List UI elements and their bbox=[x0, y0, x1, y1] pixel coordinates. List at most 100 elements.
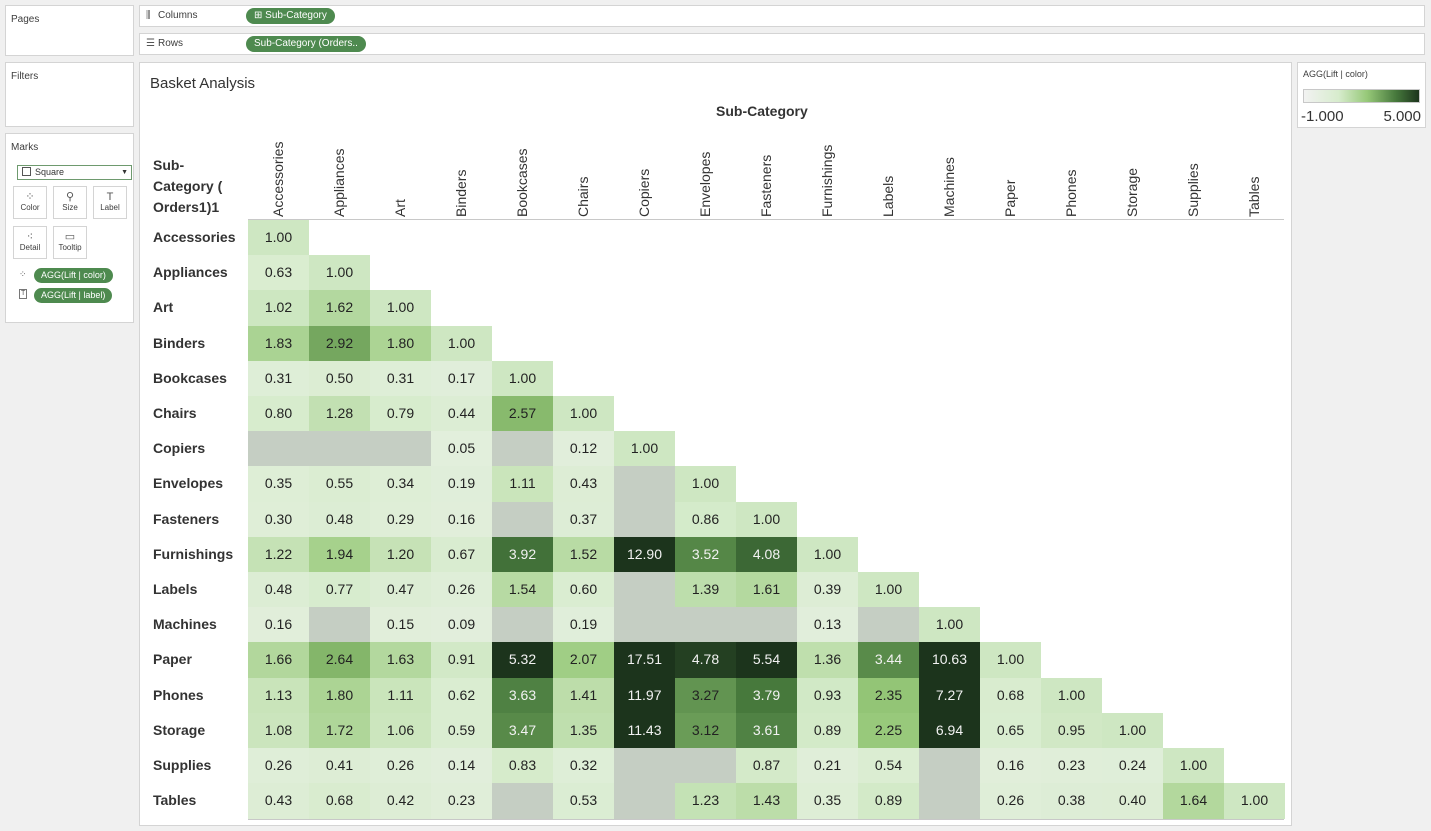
heatmap-cell[interactable]: 1.35 bbox=[553, 712, 614, 749]
heatmap-cell[interactable]: 0.38 bbox=[1041, 783, 1102, 820]
heatmap-cell[interactable]: 0.23 bbox=[431, 783, 492, 820]
heatmap-cell[interactable] bbox=[492, 501, 553, 538]
heatmap-cell[interactable]: 0.31 bbox=[248, 360, 309, 397]
heatmap-cell[interactable]: 3.92 bbox=[492, 536, 553, 573]
heatmap-cell[interactable]: 1.63 bbox=[370, 642, 431, 679]
label-field-pill[interactable]: AGG(Lift | label) bbox=[34, 288, 113, 303]
heatmap-cell[interactable]: 0.23 bbox=[1041, 748, 1102, 784]
heatmap-cell[interactable]: 1.23 bbox=[675, 783, 736, 820]
color-field-pill[interactable]: AGG(Lift | color) bbox=[34, 268, 113, 283]
tooltip-button[interactable]: ▭ Tooltip bbox=[53, 226, 87, 259]
heatmap-cell[interactable]: 1.36 bbox=[797, 642, 858, 679]
heatmap-cell[interactable] bbox=[614, 572, 675, 608]
heatmap-cell[interactable]: 2.25 bbox=[858, 712, 919, 749]
heatmap-cell[interactable]: 0.21 bbox=[797, 748, 858, 784]
heatmap-cell[interactable]: 0.67 bbox=[431, 536, 492, 573]
heatmap-cell[interactable]: 0.60 bbox=[553, 572, 614, 608]
heatmap-cell[interactable] bbox=[309, 607, 370, 644]
heatmap-cell[interactable]: 2.57 bbox=[492, 396, 553, 432]
heatmap-cell[interactable]: 1.11 bbox=[492, 466, 553, 503]
heatmap-cell[interactable]: 1.06 bbox=[370, 712, 431, 749]
heatmap-cell[interactable] bbox=[614, 607, 675, 644]
heatmap-cell[interactable]: 11.43 bbox=[614, 712, 675, 749]
heatmap-cell[interactable]: 4.08 bbox=[736, 536, 797, 573]
heatmap-cell[interactable]: 0.48 bbox=[248, 572, 309, 608]
heatmap-cell[interactable]: 0.77 bbox=[309, 572, 370, 608]
heatmap-cell[interactable]: 0.26 bbox=[370, 748, 431, 784]
heatmap-cell[interactable]: 1.62 bbox=[309, 290, 370, 327]
heatmap-cell[interactable]: 3.52 bbox=[675, 536, 736, 573]
heatmap-cell[interactable]: 11.97 bbox=[614, 677, 675, 714]
heatmap-cell[interactable]: 0.68 bbox=[309, 783, 370, 820]
heatmap-cell[interactable]: 1.72 bbox=[309, 712, 370, 749]
heatmap-cell[interactable]: 1.80 bbox=[309, 677, 370, 714]
heatmap-cell[interactable]: 1.00 bbox=[1163, 748, 1224, 784]
heatmap-cell[interactable]: 0.24 bbox=[1102, 748, 1163, 784]
size-button[interactable]: ⚲ Size bbox=[53, 186, 87, 219]
heatmap-cell[interactable]: 1.54 bbox=[492, 572, 553, 608]
heatmap-cell[interactable]: 1.00 bbox=[370, 290, 431, 327]
heatmap-cell[interactable]: 1.00 bbox=[553, 396, 614, 432]
heatmap-cell[interactable]: 2.07 bbox=[553, 642, 614, 679]
heatmap-cell[interactable]: 1.00 bbox=[675, 466, 736, 503]
heatmap-cell[interactable]: 0.65 bbox=[980, 712, 1041, 749]
heatmap-cell[interactable]: 0.95 bbox=[1041, 712, 1102, 749]
heatmap-cell[interactable]: 0.19 bbox=[553, 607, 614, 644]
heatmap-cell[interactable]: 0.53 bbox=[553, 783, 614, 820]
heatmap-cell[interactable] bbox=[309, 431, 370, 468]
heatmap-cell[interactable]: 0.91 bbox=[431, 642, 492, 679]
heatmap-cell[interactable]: 0.40 bbox=[1102, 783, 1163, 820]
heatmap-cell[interactable] bbox=[614, 748, 675, 784]
heatmap-cell[interactable]: 0.31 bbox=[370, 360, 431, 397]
heatmap-cell[interactable]: 0.89 bbox=[797, 712, 858, 749]
heatmap-cell[interactable]: 0.83 bbox=[492, 748, 553, 784]
heatmap-cell[interactable]: 0.32 bbox=[553, 748, 614, 784]
heatmap-cell[interactable]: 1.28 bbox=[309, 396, 370, 432]
heatmap-cell[interactable]: 2.92 bbox=[309, 325, 370, 362]
heatmap-cell[interactable]: 3.63 bbox=[492, 677, 553, 714]
color-button[interactable]: ⁘ Color bbox=[13, 186, 47, 219]
heatmap-cell[interactable]: 0.14 bbox=[431, 748, 492, 784]
heatmap-cell[interactable]: 0.16 bbox=[431, 501, 492, 538]
heatmap-cell[interactable]: 7.27 bbox=[919, 677, 980, 714]
heatmap-cell[interactable]: 1.22 bbox=[248, 536, 309, 573]
heatmap-cell[interactable]: 0.59 bbox=[431, 712, 492, 749]
heatmap-cell[interactable]: 1.39 bbox=[675, 572, 736, 608]
heatmap-cell[interactable]: 1.00 bbox=[858, 572, 919, 608]
heatmap-cell[interactable] bbox=[736, 607, 797, 644]
heatmap-cell[interactable]: 1.00 bbox=[980, 642, 1041, 679]
heatmap-cell[interactable]: 0.12 bbox=[553, 431, 614, 468]
heatmap-cell[interactable]: 0.26 bbox=[431, 572, 492, 608]
heatmap-cell[interactable]: 0.35 bbox=[797, 783, 858, 820]
heatmap-cell[interactable]: 0.13 bbox=[797, 607, 858, 644]
heatmap-cell[interactable]: 0.17 bbox=[431, 360, 492, 397]
heatmap-cell[interactable]: 1.43 bbox=[736, 783, 797, 820]
heatmap-cell[interactable]: 0.80 bbox=[248, 396, 309, 432]
heatmap-cell[interactable]: 3.12 bbox=[675, 712, 736, 749]
heatmap-cell[interactable]: 0.42 bbox=[370, 783, 431, 820]
heatmap-cell[interactable]: 0.35 bbox=[248, 466, 309, 503]
heatmap-cell[interactable]: 1.20 bbox=[370, 536, 431, 573]
heatmap-cell[interactable]: 1.41 bbox=[553, 677, 614, 714]
heatmap-cell[interactable]: 1.00 bbox=[797, 536, 858, 573]
heatmap-cell[interactable]: 0.55 bbox=[309, 466, 370, 503]
heatmap-cell[interactable]: 0.39 bbox=[797, 572, 858, 608]
heatmap-cell[interactable]: 6.94 bbox=[919, 712, 980, 749]
heatmap-cell[interactable]: 0.47 bbox=[370, 572, 431, 608]
heatmap-cell[interactable]: 0.44 bbox=[431, 396, 492, 432]
heatmap-cell[interactable]: 1.00 bbox=[614, 431, 675, 468]
heatmap-cell[interactable]: 5.54 bbox=[736, 642, 797, 679]
heatmap-cell[interactable]: 0.41 bbox=[309, 748, 370, 784]
heatmap-cell[interactable]: 1.00 bbox=[1041, 677, 1102, 714]
heatmap-cell[interactable]: 0.29 bbox=[370, 501, 431, 538]
heatmap-cell[interactable]: 0.43 bbox=[248, 783, 309, 820]
filters-card[interactable]: Filters bbox=[5, 62, 134, 127]
columns-field-pill[interactable]: ⊞ Sub-Category bbox=[246, 8, 335, 24]
heatmap-cell[interactable]: 0.89 bbox=[858, 783, 919, 820]
heatmap-cell[interactable] bbox=[675, 607, 736, 644]
heatmap-cell[interactable] bbox=[675, 748, 736, 784]
heatmap-cell[interactable] bbox=[248, 431, 309, 468]
heatmap-cell[interactable]: 1.83 bbox=[248, 325, 309, 362]
heatmap-cell[interactable]: 10.63 bbox=[919, 642, 980, 679]
heatmap-cell[interactable]: 0.34 bbox=[370, 466, 431, 503]
